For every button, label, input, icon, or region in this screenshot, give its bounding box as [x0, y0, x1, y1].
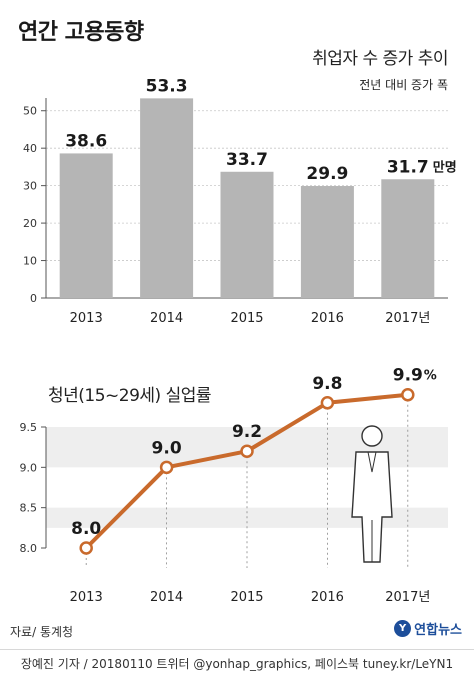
line-x-tick-label: 2017년 — [385, 590, 430, 605]
bar-y-tick-label: 40 — [23, 142, 37, 155]
bar-x-tick-label: 2014 — [150, 311, 183, 326]
bar — [59, 153, 113, 298]
yonhap-logo-text: 연합뉴스 — [414, 623, 462, 638]
line-value-label: 9.2 — [232, 422, 262, 442]
line-x-tick-label: 2015 — [230, 590, 263, 605]
bar-x-tick-label: 2015 — [230, 311, 263, 326]
bar — [381, 179, 435, 298]
yonhap-logo-icon: Y — [394, 620, 412, 637]
person-head-icon — [361, 425, 383, 447]
line-point — [159, 460, 174, 475]
bar — [300, 186, 354, 298]
charts-canvas: 0 10 20 30 40 50 38.6 2013 53.3 2014 33.7 2015 29.9 2… — [20, 76, 457, 605]
bar-x-tick-label: 2017년 — [385, 311, 430, 326]
bar-y-tick-label: 20 — [23, 217, 37, 230]
bar-unit-label: 만명 — [433, 159, 457, 175]
line-point — [79, 541, 93, 555]
line-unit-label: % — [424, 369, 437, 384]
line-value-label: 8.0 — [71, 519, 101, 539]
person-collar-icon — [367, 451, 377, 473]
bar-x-tick-label: 2016 — [311, 311, 344, 326]
youth-unemployment-chart-title: 청년(15~29세) 실업률 — [48, 386, 212, 406]
bar-y-tick-label: 30 — [23, 180, 37, 193]
line-value-label: 9.0 — [152, 438, 182, 458]
line-y-tick-label: 8.5 — [20, 502, 38, 515]
line-x-tick-label: 2014 — [150, 590, 183, 605]
bar — [140, 98, 194, 298]
line-x-tick-label: 2016 — [311, 590, 344, 605]
bar — [220, 171, 274, 298]
line-x-tick-label: 2013 — [70, 590, 103, 605]
bar-x-tick-label: 2013 — [70, 311, 103, 326]
bar-y-tick-label: 50 — [23, 105, 37, 118]
main-title: 연간 고용동향 — [18, 20, 144, 45]
line-y-tick-label: 9.0 — [20, 461, 38, 474]
employment-chart-title: 취업자 수 증가 추이 — [312, 49, 448, 69]
yonhap-logo: Y 연합뉴스 — [394, 619, 462, 638]
employment-chart-subtitle: 전년 대비 증가 폭 — [359, 78, 448, 92]
credit-footer: 장예진 기자 / 20180110 트위터 @yonhap_graphics, … — [0, 649, 474, 677]
line-value-label: 9.9 — [393, 366, 423, 386]
bar-y-tick-label: 0 — [30, 292, 37, 305]
line-point — [320, 396, 335, 410]
line-point — [401, 387, 415, 402]
bar-value-label: 53.3 — [146, 76, 188, 96]
line-y-tick-label: 8.0 — [20, 542, 38, 555]
bar-value-label: 29.9 — [306, 164, 348, 184]
credit-text: 장예진 기자 / 20180110 트위터 @yonhap_graphics, … — [20, 657, 454, 671]
bar-value-label: 31.7 — [387, 157, 429, 177]
bar-value-label: 38.6 — [65, 131, 107, 151]
infographic-card: 연간 고용동향 취업자 수 증가 추이 전년 대비 증가 폭 청년(15~29세… — [10, 20, 462, 639]
bar-value-label: 33.7 — [226, 150, 268, 170]
person-body-icon — [351, 451, 393, 563]
source-note: 자료/ 통계청 — [10, 625, 74, 639]
line-y-tick-label: 9.5 — [20, 421, 38, 434]
bar-y-tick-label: 10 — [23, 255, 37, 268]
line-value-label: 9.8 — [312, 374, 342, 394]
line-point — [240, 444, 254, 458]
